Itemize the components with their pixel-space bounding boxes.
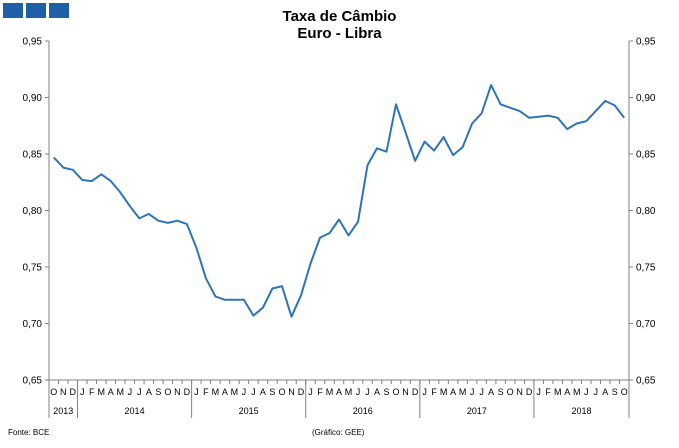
x-month-label: M bbox=[440, 387, 448, 397]
x-month-label: M bbox=[117, 387, 125, 397]
x-month-label: A bbox=[336, 387, 342, 397]
x-year-label: 2014 bbox=[125, 406, 145, 416]
y-tick-label-right: 0,75 bbox=[636, 263, 656, 274]
x-month-label: A bbox=[146, 387, 152, 397]
x-month-label: M bbox=[98, 387, 106, 397]
logo-block bbox=[26, 3, 46, 18]
y-tick-label-left: 0,80 bbox=[23, 206, 43, 217]
x-month-label: J bbox=[308, 387, 313, 397]
y-tick-label-left: 0,70 bbox=[23, 319, 43, 330]
x-month-label: N bbox=[174, 387, 181, 397]
x-month-label: S bbox=[498, 387, 504, 397]
x-month-label: J bbox=[80, 387, 85, 397]
y-tick-label-right: 0,90 bbox=[636, 93, 656, 104]
x-year-label: 2015 bbox=[239, 406, 259, 416]
x-year-label: 2018 bbox=[571, 406, 591, 416]
x-month-label: A bbox=[222, 387, 228, 397]
chart-title-line1: Taxa de Câmbio bbox=[282, 8, 397, 25]
y-tick-label-right: 0,85 bbox=[636, 150, 656, 161]
x-month-label: A bbox=[374, 387, 380, 397]
x-month-label: F bbox=[89, 387, 95, 397]
x-month-label: O bbox=[278, 387, 285, 397]
x-month-label: A bbox=[108, 387, 114, 397]
x-month-label: A bbox=[260, 387, 266, 397]
x-month-label: S bbox=[612, 387, 618, 397]
logo-block bbox=[3, 3, 23, 18]
x-month-label: A bbox=[564, 387, 570, 397]
x-month-label: N bbox=[60, 387, 67, 397]
x-month-label: M bbox=[554, 387, 562, 397]
x-month-label: M bbox=[345, 387, 353, 397]
x-month-label: S bbox=[155, 387, 161, 397]
x-month-label: N bbox=[288, 387, 295, 397]
x-year-label: 2013 bbox=[53, 406, 73, 416]
y-tick-label-left: 0,75 bbox=[23, 263, 43, 274]
logo-block bbox=[49, 3, 69, 18]
x-month-label: J bbox=[584, 387, 589, 397]
x-month-label: F bbox=[203, 387, 209, 397]
x-month-label: O bbox=[507, 387, 514, 397]
y-tick-label-left: 0,65 bbox=[23, 376, 43, 387]
credit-note: (Gráfico: GEE) bbox=[312, 428, 365, 437]
x-month-label: D bbox=[412, 387, 419, 397]
x-month-label: F bbox=[545, 387, 551, 397]
x-month-label: D bbox=[526, 387, 533, 397]
x-month-label: O bbox=[164, 387, 171, 397]
x-month-label: A bbox=[450, 387, 456, 397]
x-month-label: J bbox=[251, 387, 256, 397]
x-month-label: J bbox=[137, 387, 142, 397]
x-month-label: J bbox=[356, 387, 361, 397]
y-tick-label-left: 0,85 bbox=[23, 150, 43, 161]
x-month-label: J bbox=[422, 387, 427, 397]
y-tick-label-right: 0,70 bbox=[636, 319, 656, 330]
x-month-label: J bbox=[536, 387, 541, 397]
x-month-label: A bbox=[488, 387, 494, 397]
x-month-label: A bbox=[602, 387, 608, 397]
y-tick-label-left: 0,90 bbox=[23, 93, 43, 104]
x-month-label: S bbox=[384, 387, 390, 397]
x-month-label: O bbox=[393, 387, 400, 397]
x-month-label: O bbox=[50, 387, 57, 397]
x-year-label: 2017 bbox=[467, 406, 487, 416]
x-month-label: N bbox=[516, 387, 523, 397]
x-month-label: J bbox=[593, 387, 598, 397]
exchange-rate-line bbox=[53, 84, 625, 318]
x-year-label: 2016 bbox=[353, 406, 373, 416]
x-month-label: M bbox=[212, 387, 220, 397]
gee-logo-icon bbox=[3, 3, 69, 18]
x-month-label: J bbox=[479, 387, 484, 397]
chart-title-line2: Euro - Libra bbox=[297, 25, 382, 42]
x-month-label: M bbox=[459, 387, 467, 397]
x-month-label: D bbox=[70, 387, 77, 397]
x-month-label: J bbox=[242, 387, 247, 397]
x-month-label: M bbox=[326, 387, 334, 397]
x-month-label: J bbox=[128, 387, 133, 397]
x-month-label: F bbox=[431, 387, 437, 397]
x-month-label: J bbox=[365, 387, 370, 397]
chart-title: Taxa de Câmbio Euro - Libra bbox=[0, 8, 679, 42]
x-month-label: F bbox=[317, 387, 323, 397]
x-month-label: J bbox=[470, 387, 475, 397]
y-tick-label-right: 0,80 bbox=[636, 206, 656, 217]
x-month-label: O bbox=[621, 387, 628, 397]
x-month-label: N bbox=[402, 387, 409, 397]
source-note: Fonte: BCE bbox=[8, 428, 50, 437]
x-month-label: D bbox=[184, 387, 191, 397]
x-month-label: J bbox=[194, 387, 199, 397]
x-month-label: D bbox=[298, 387, 305, 397]
y-tick-label-right: 0,95 bbox=[636, 37, 656, 48]
y-tick-label-left: 0,95 bbox=[23, 37, 43, 48]
x-month-label: M bbox=[573, 387, 581, 397]
x-month-label: S bbox=[269, 387, 275, 397]
y-tick-label-right: 0,65 bbox=[636, 376, 656, 387]
x-month-label: M bbox=[231, 387, 239, 397]
